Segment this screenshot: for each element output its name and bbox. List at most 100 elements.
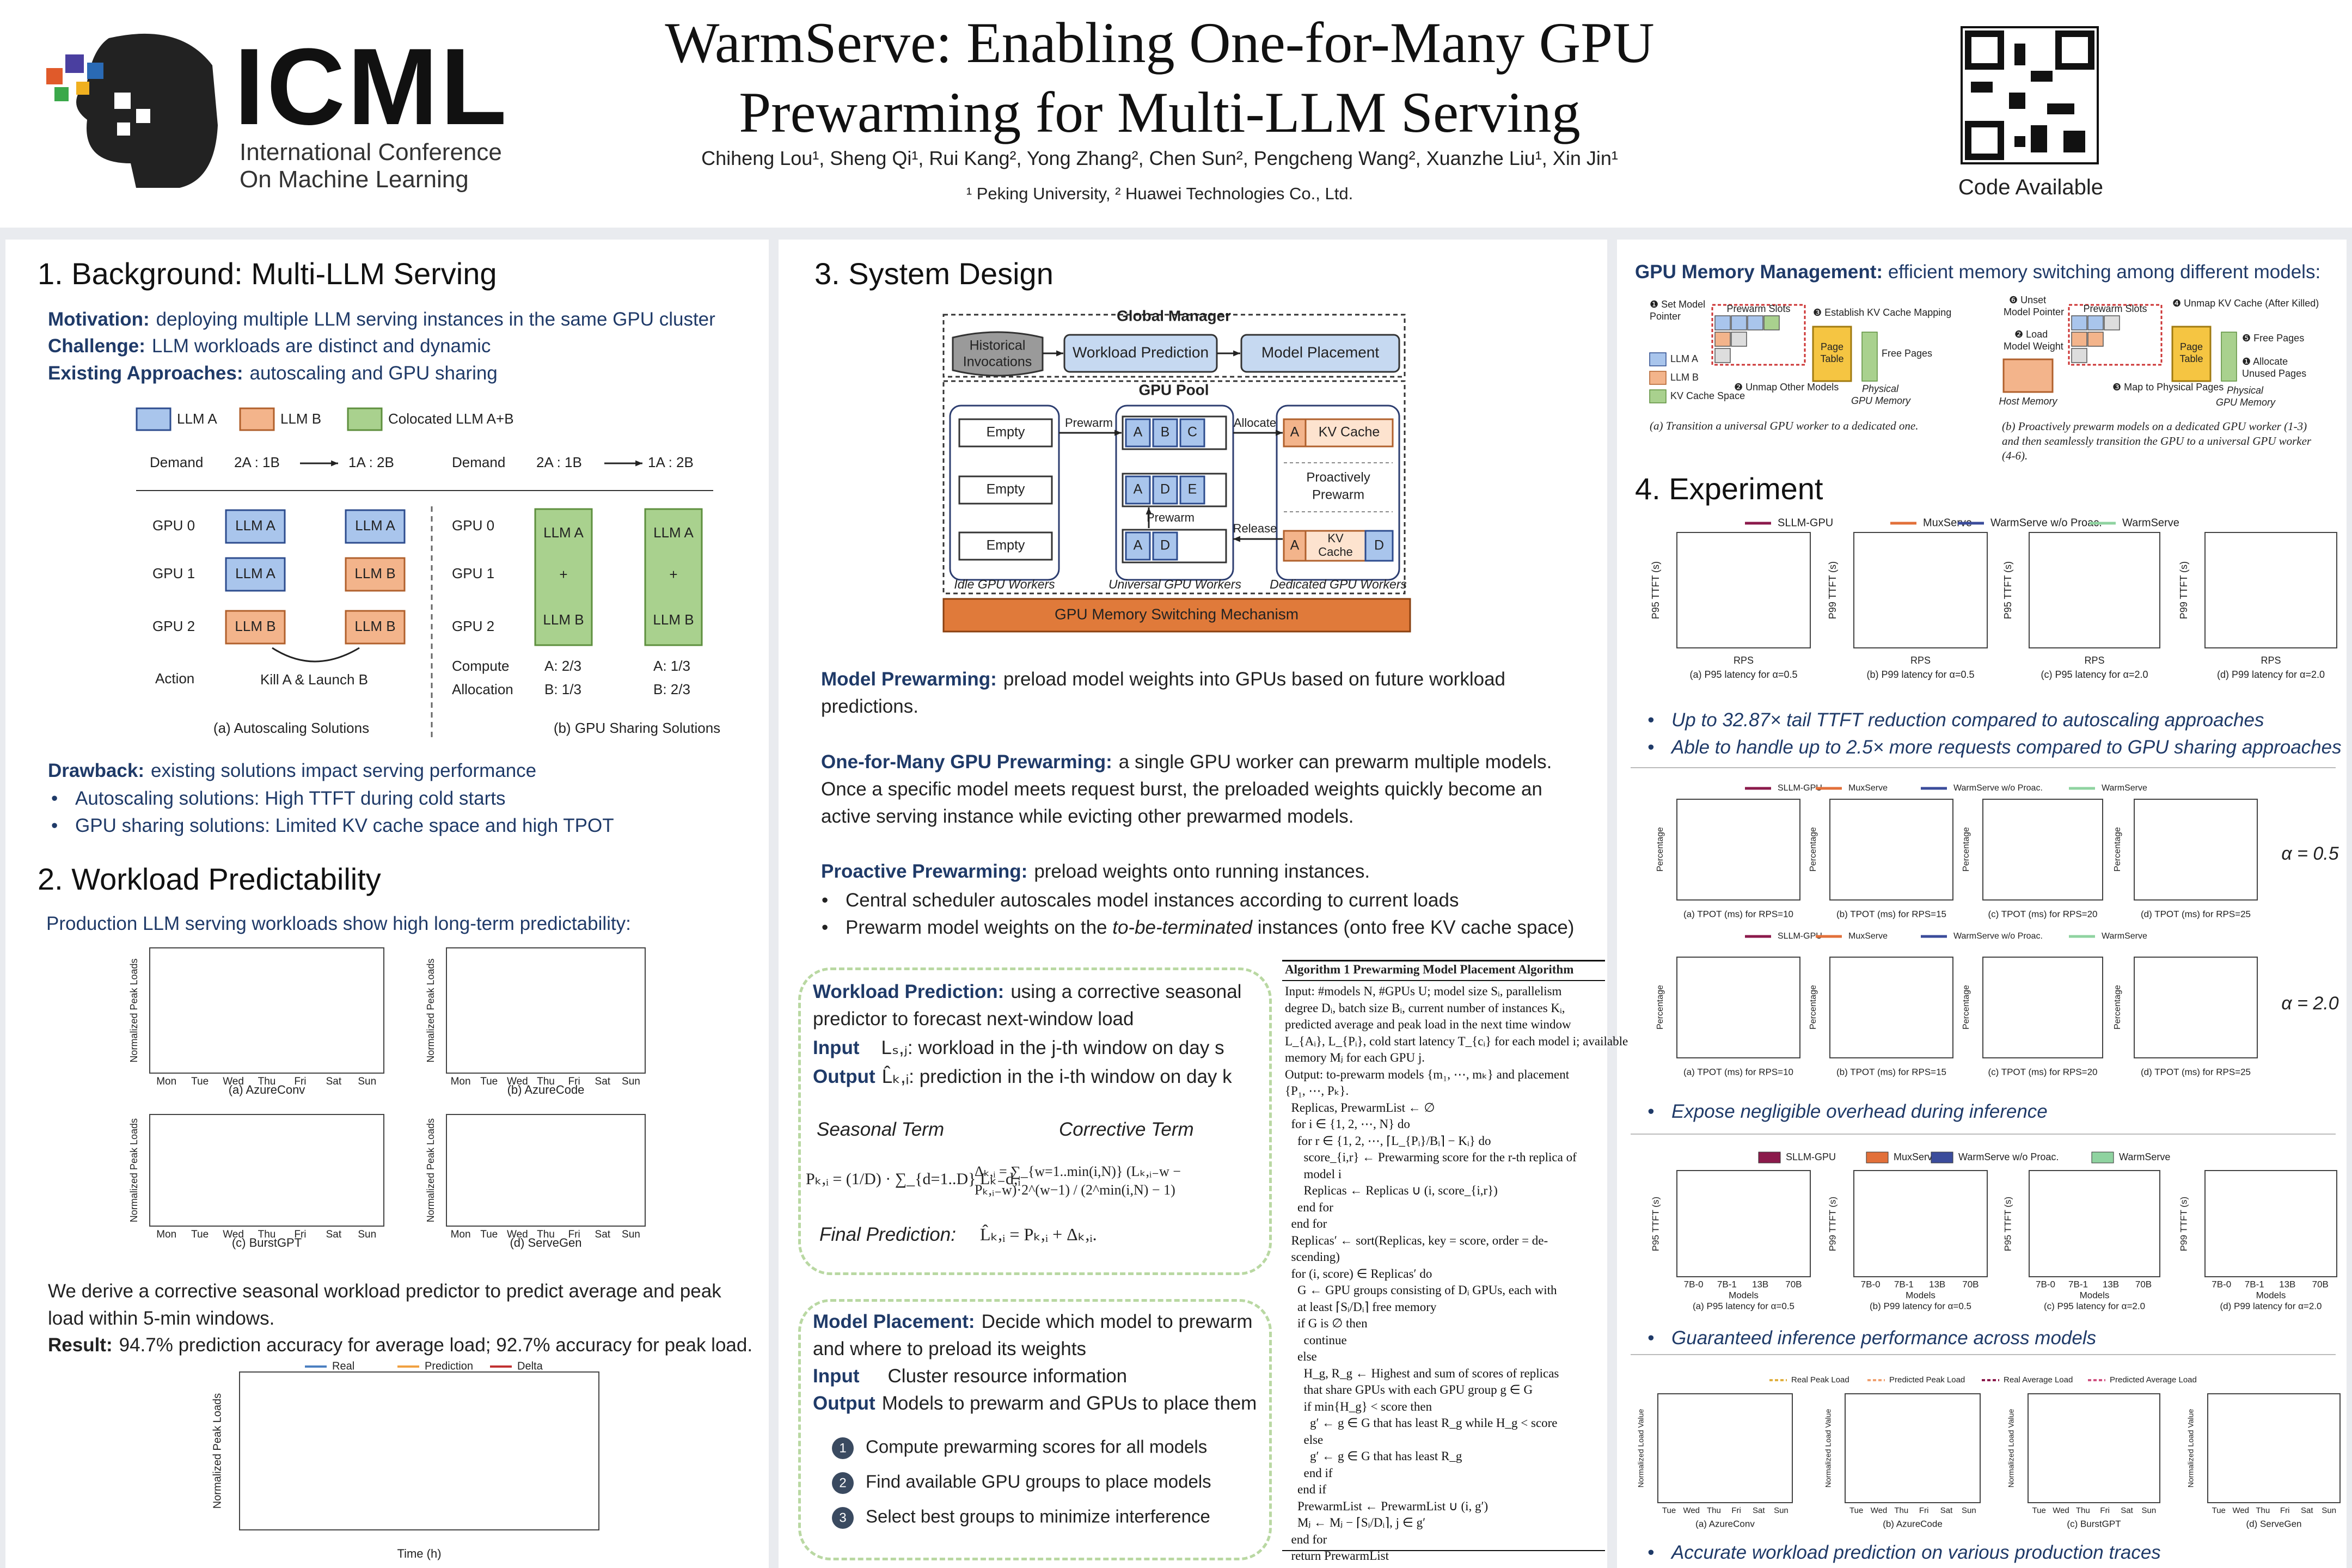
logo-sub: On Machine Learning bbox=[240, 166, 469, 193]
bullet: GPU sharing solutions: Limited KV cache … bbox=[51, 815, 614, 837]
algorithm-body: Input: #models N, #GPUs U; model size Sᵢ… bbox=[1285, 983, 1628, 1565]
plot-frame bbox=[2134, 957, 2258, 1058]
label: Mon bbox=[156, 1229, 176, 1240]
caption: (a) Transition a universal GPU worker to… bbox=[1650, 419, 1919, 432]
algorithm-line: end for bbox=[1285, 1217, 1327, 1230]
text: existing solutions impact serving perfor… bbox=[151, 760, 537, 781]
label: Fri bbox=[294, 1076, 306, 1087]
label: D bbox=[1160, 538, 1170, 553]
algorithm-line: PrewarmList ← PrewarmList ∪ (i, g′) bbox=[1285, 1499, 1489, 1513]
label: A bbox=[1290, 425, 1300, 440]
shape bbox=[644, 508, 703, 646]
formula: Δₖ,ᵢ = ∑_{w=1..min(i,N)} (Lₖ,ᵢ₋w − Pₖ,ᵢ₋… bbox=[975, 1163, 1181, 1198]
intro-line: Motivation: deploying multiple LLM servin… bbox=[48, 306, 715, 333]
plot-frame bbox=[1657, 1393, 1793, 1503]
label: Thu bbox=[258, 1076, 276, 1087]
label: SLLM-GPU bbox=[1778, 517, 1833, 529]
label: Model Placement bbox=[1261, 344, 1380, 360]
label: Historical bbox=[970, 338, 1026, 353]
label: Demand bbox=[150, 454, 203, 470]
plot-frame bbox=[2029, 1170, 2160, 1277]
algorithm-line: that share GPUs with each GPU group g ∈ … bbox=[1285, 1383, 1533, 1396]
algorithm-line: score_{i,r} ← Prewarming score for the r… bbox=[1285, 1150, 1577, 1164]
term-label: Corrective Term bbox=[1059, 1119, 1194, 1140]
bullet: Able to handle up to 2.5× more requests … bbox=[1647, 737, 2342, 758]
label: B bbox=[1161, 425, 1170, 440]
label: Table bbox=[1820, 353, 1843, 364]
paragraph: Proactive Prewarming: preload weights ont… bbox=[821, 858, 1583, 885]
label: Thu bbox=[2076, 1506, 2090, 1515]
label: Result: bbox=[48, 1334, 113, 1356]
label: WarmServe w/o Proac. bbox=[1953, 783, 2043, 793]
algorithm-box bbox=[1282, 960, 1605, 961]
label: 7B-1 bbox=[2245, 1279, 2264, 1289]
label: (b) P99 latency for α=0.5 bbox=[1870, 1301, 1971, 1311]
label: (b) GPU Sharing Solutions bbox=[554, 720, 720, 736]
label: KV bbox=[1327, 531, 1344, 545]
label: Sat bbox=[1940, 1506, 1953, 1515]
label: Challenge: bbox=[48, 335, 145, 357]
algorithm-line: at least ⌈Sᵢ/Dᵢ⌉ free memory bbox=[1285, 1300, 1437, 1314]
plot-frame bbox=[1982, 799, 2103, 901]
label: ❷ Load bbox=[2014, 329, 2048, 340]
plot-frame bbox=[1853, 1170, 1988, 1277]
shape bbox=[1240, 334, 1400, 373]
label: RPS bbox=[2084, 655, 2104, 666]
label: Pointer bbox=[1650, 311, 1681, 322]
bullet: Guaranteed inference performance across … bbox=[1647, 1327, 2096, 1349]
label: Tue bbox=[191, 1076, 209, 1087]
label: Sun bbox=[2141, 1506, 2156, 1515]
label: Normalized Peak Loads bbox=[211, 1393, 223, 1509]
label: SLLM-GPU bbox=[1786, 1152, 1836, 1162]
arrow-head bbox=[1233, 536, 1240, 542]
decoration bbox=[136, 109, 150, 123]
label: Sun bbox=[1774, 1506, 1788, 1515]
label: Model Weight bbox=[2004, 341, 2063, 352]
label: ❷ Unmap Other Models bbox=[1734, 382, 1839, 393]
label: GPU Memory Management: bbox=[1635, 261, 1883, 283]
label: Tue bbox=[2212, 1506, 2226, 1515]
label: Wed bbox=[223, 1076, 244, 1087]
label: Fri bbox=[1731, 1506, 1741, 1515]
shape bbox=[1649, 371, 1667, 385]
text: Models to prewarm and GPUs to place them bbox=[881, 1393, 1257, 1414]
algorithm-line: Replicas′ ← sort(Replicas, key = score, … bbox=[1285, 1233, 1548, 1247]
label: 2A : 1B bbox=[536, 454, 582, 470]
decoration bbox=[65, 54, 84, 73]
label: Motivation: bbox=[48, 309, 150, 330]
label: Normalized Load Value bbox=[2186, 1409, 2195, 1488]
plot-frame bbox=[2204, 532, 2337, 648]
label: GPU 1 bbox=[152, 565, 195, 581]
intro: Production LLM serving workloads show hi… bbox=[46, 913, 631, 934]
label: (b) AzureCode bbox=[507, 1083, 585, 1097]
label: Mon bbox=[451, 1229, 471, 1240]
label: WarmServe bbox=[2122, 517, 2179, 529]
label: Normalized Load Value bbox=[2007, 1409, 2016, 1488]
shape bbox=[345, 509, 406, 544]
label: Sat bbox=[2301, 1506, 2313, 1515]
label: 3 bbox=[839, 1510, 846, 1525]
label: Output bbox=[813, 1393, 875, 1414]
label: ❸ Establish KV Cache Mapping bbox=[1813, 307, 1951, 318]
label: P99 TTFT (s) bbox=[2178, 561, 2189, 619]
label: Find available GPU groups to place model… bbox=[866, 1472, 1211, 1492]
label: P95 TTFT (s) bbox=[1650, 561, 1661, 619]
shape bbox=[1304, 418, 1394, 448]
cylinder bbox=[952, 331, 1044, 377]
label: Thu bbox=[2256, 1506, 2270, 1515]
text: autoscaling and GPU sharing bbox=[249, 363, 498, 384]
algorithm-rule bbox=[1282, 980, 1605, 981]
shape bbox=[1152, 531, 1178, 561]
label: Fri bbox=[568, 1076, 580, 1087]
arrow-head bbox=[1146, 507, 1152, 514]
algorithm-line: for r ∈ {1, 2, ⋯, ⌈L_{Pᵢ}/Bᵢ⌉ − Kᵢ} do bbox=[1285, 1134, 1491, 1148]
label: SLLM-GPU bbox=[1778, 932, 1822, 941]
shape bbox=[1364, 530, 1394, 562]
code-caption: Code Available bbox=[1958, 175, 2104, 199]
shape bbox=[2002, 358, 2054, 393]
label: Sun bbox=[1962, 1506, 1976, 1515]
plot-frame bbox=[1676, 532, 1811, 648]
shape bbox=[2087, 332, 2104, 347]
label: Release bbox=[1233, 522, 1277, 535]
label: Tue bbox=[1662, 1506, 1676, 1515]
